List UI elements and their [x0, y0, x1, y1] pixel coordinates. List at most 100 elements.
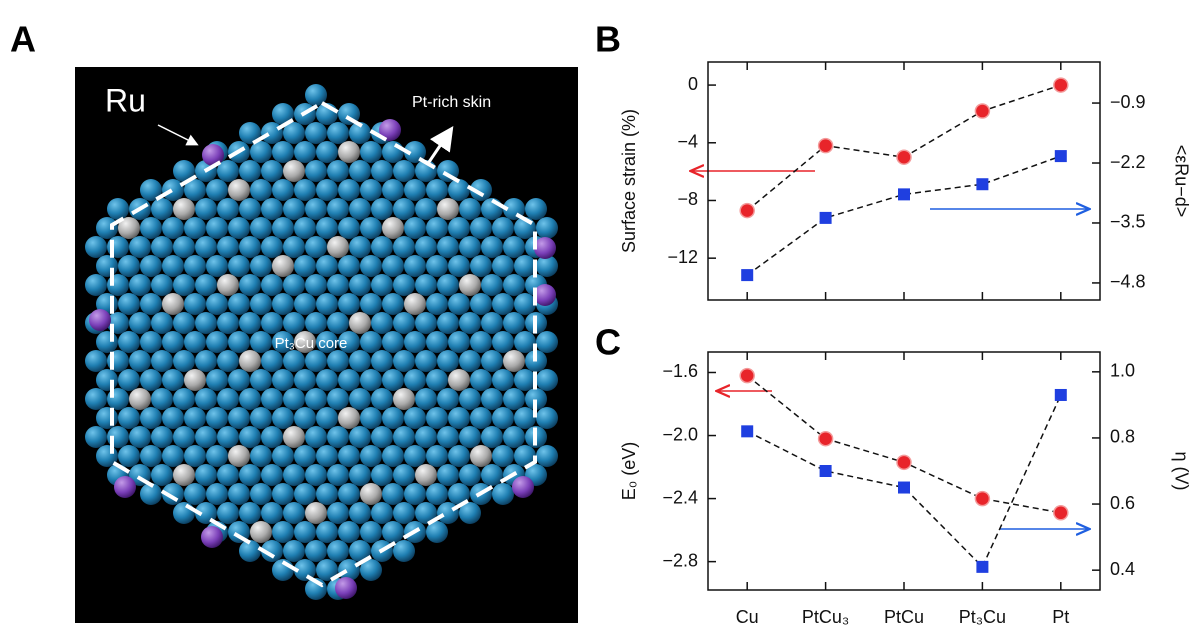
- atom: [360, 445, 382, 467]
- atom: [492, 407, 514, 429]
- atom: [228, 407, 250, 429]
- atom: [327, 426, 349, 448]
- atom: [404, 445, 426, 467]
- atom: [195, 236, 217, 258]
- atom: [327, 502, 349, 524]
- atom: [316, 407, 338, 429]
- atom: [415, 236, 437, 258]
- atom: [371, 426, 393, 448]
- atom: [415, 388, 437, 410]
- atom: [382, 521, 404, 543]
- atom: [305, 84, 327, 106]
- atom: [371, 350, 393, 372]
- atom: [437, 236, 459, 258]
- atom: [140, 255, 162, 277]
- atom: [503, 312, 525, 334]
- atom: [162, 179, 184, 201]
- atom: [217, 198, 239, 220]
- atom: [261, 540, 283, 562]
- atom: [426, 331, 448, 353]
- atom: [118, 445, 140, 467]
- atom: [492, 483, 514, 505]
- atom: [272, 217, 294, 239]
- atom: [118, 217, 140, 239]
- atom: [250, 445, 272, 467]
- atom: [283, 236, 305, 258]
- atom: [294, 407, 316, 429]
- y2-tick-label: −0.9: [1110, 92, 1146, 112]
- atom: [239, 122, 261, 144]
- atom: [228, 369, 250, 391]
- atom: [316, 179, 338, 201]
- atom: [371, 388, 393, 410]
- atom: [338, 179, 360, 201]
- x-tick-label: Cu: [736, 607, 759, 627]
- atom: [360, 521, 382, 543]
- atom: [250, 521, 272, 543]
- panel-label: C: [595, 322, 621, 363]
- atom: [316, 521, 338, 543]
- atom: [294, 179, 316, 201]
- atom: [382, 293, 404, 315]
- atom: [305, 502, 327, 524]
- atom: [470, 369, 492, 391]
- atom: [272, 483, 294, 505]
- atom: [305, 350, 327, 372]
- atom: [503, 350, 525, 372]
- atom: [272, 103, 294, 125]
- atom: [338, 445, 360, 467]
- atom: [162, 369, 184, 391]
- atom: [437, 274, 459, 296]
- atom: [162, 255, 184, 277]
- atom: [327, 236, 349, 258]
- atom: [173, 464, 195, 486]
- atom: [316, 483, 338, 505]
- atom: [404, 369, 426, 391]
- atom: [371, 464, 393, 486]
- atom: [415, 502, 437, 524]
- atom-ru: [201, 526, 223, 548]
- atom: [459, 236, 481, 258]
- atom: [129, 426, 151, 448]
- atom: [514, 331, 536, 353]
- atom: [415, 464, 437, 486]
- atom: [184, 483, 206, 505]
- atom: [470, 179, 492, 201]
- atom: [393, 312, 415, 334]
- atom: [305, 312, 327, 334]
- atom: [437, 502, 459, 524]
- atom: [96, 255, 118, 277]
- atom: [239, 160, 261, 182]
- atom: [118, 331, 140, 353]
- atom: [129, 236, 151, 258]
- atom: [85, 350, 107, 372]
- atom: [492, 293, 514, 315]
- atom: [129, 274, 151, 296]
- atom: [85, 274, 107, 296]
- y-axis-label: Surface strain (%): [619, 109, 639, 253]
- atom: [217, 350, 239, 372]
- atom: [382, 331, 404, 353]
- atom: [316, 331, 338, 353]
- atom: [294, 217, 316, 239]
- atom: [426, 521, 448, 543]
- atom: [261, 274, 283, 296]
- atom: [272, 407, 294, 429]
- atom: [371, 502, 393, 524]
- marker: [1053, 77, 1069, 93]
- atom: [250, 369, 272, 391]
- atom: [217, 160, 239, 182]
- atom: [338, 407, 360, 429]
- atom: [481, 464, 503, 486]
- x-tick-label: PtCu₃: [802, 607, 849, 627]
- series-line: [746, 155, 1062, 276]
- atom: [272, 293, 294, 315]
- y2-tick-label: −3.5: [1110, 212, 1146, 232]
- atom: [426, 217, 448, 239]
- atom: [195, 388, 217, 410]
- atom: [492, 331, 514, 353]
- atom: [129, 388, 151, 410]
- atom: [338, 331, 360, 353]
- atom: [470, 331, 492, 353]
- atom: [261, 198, 283, 220]
